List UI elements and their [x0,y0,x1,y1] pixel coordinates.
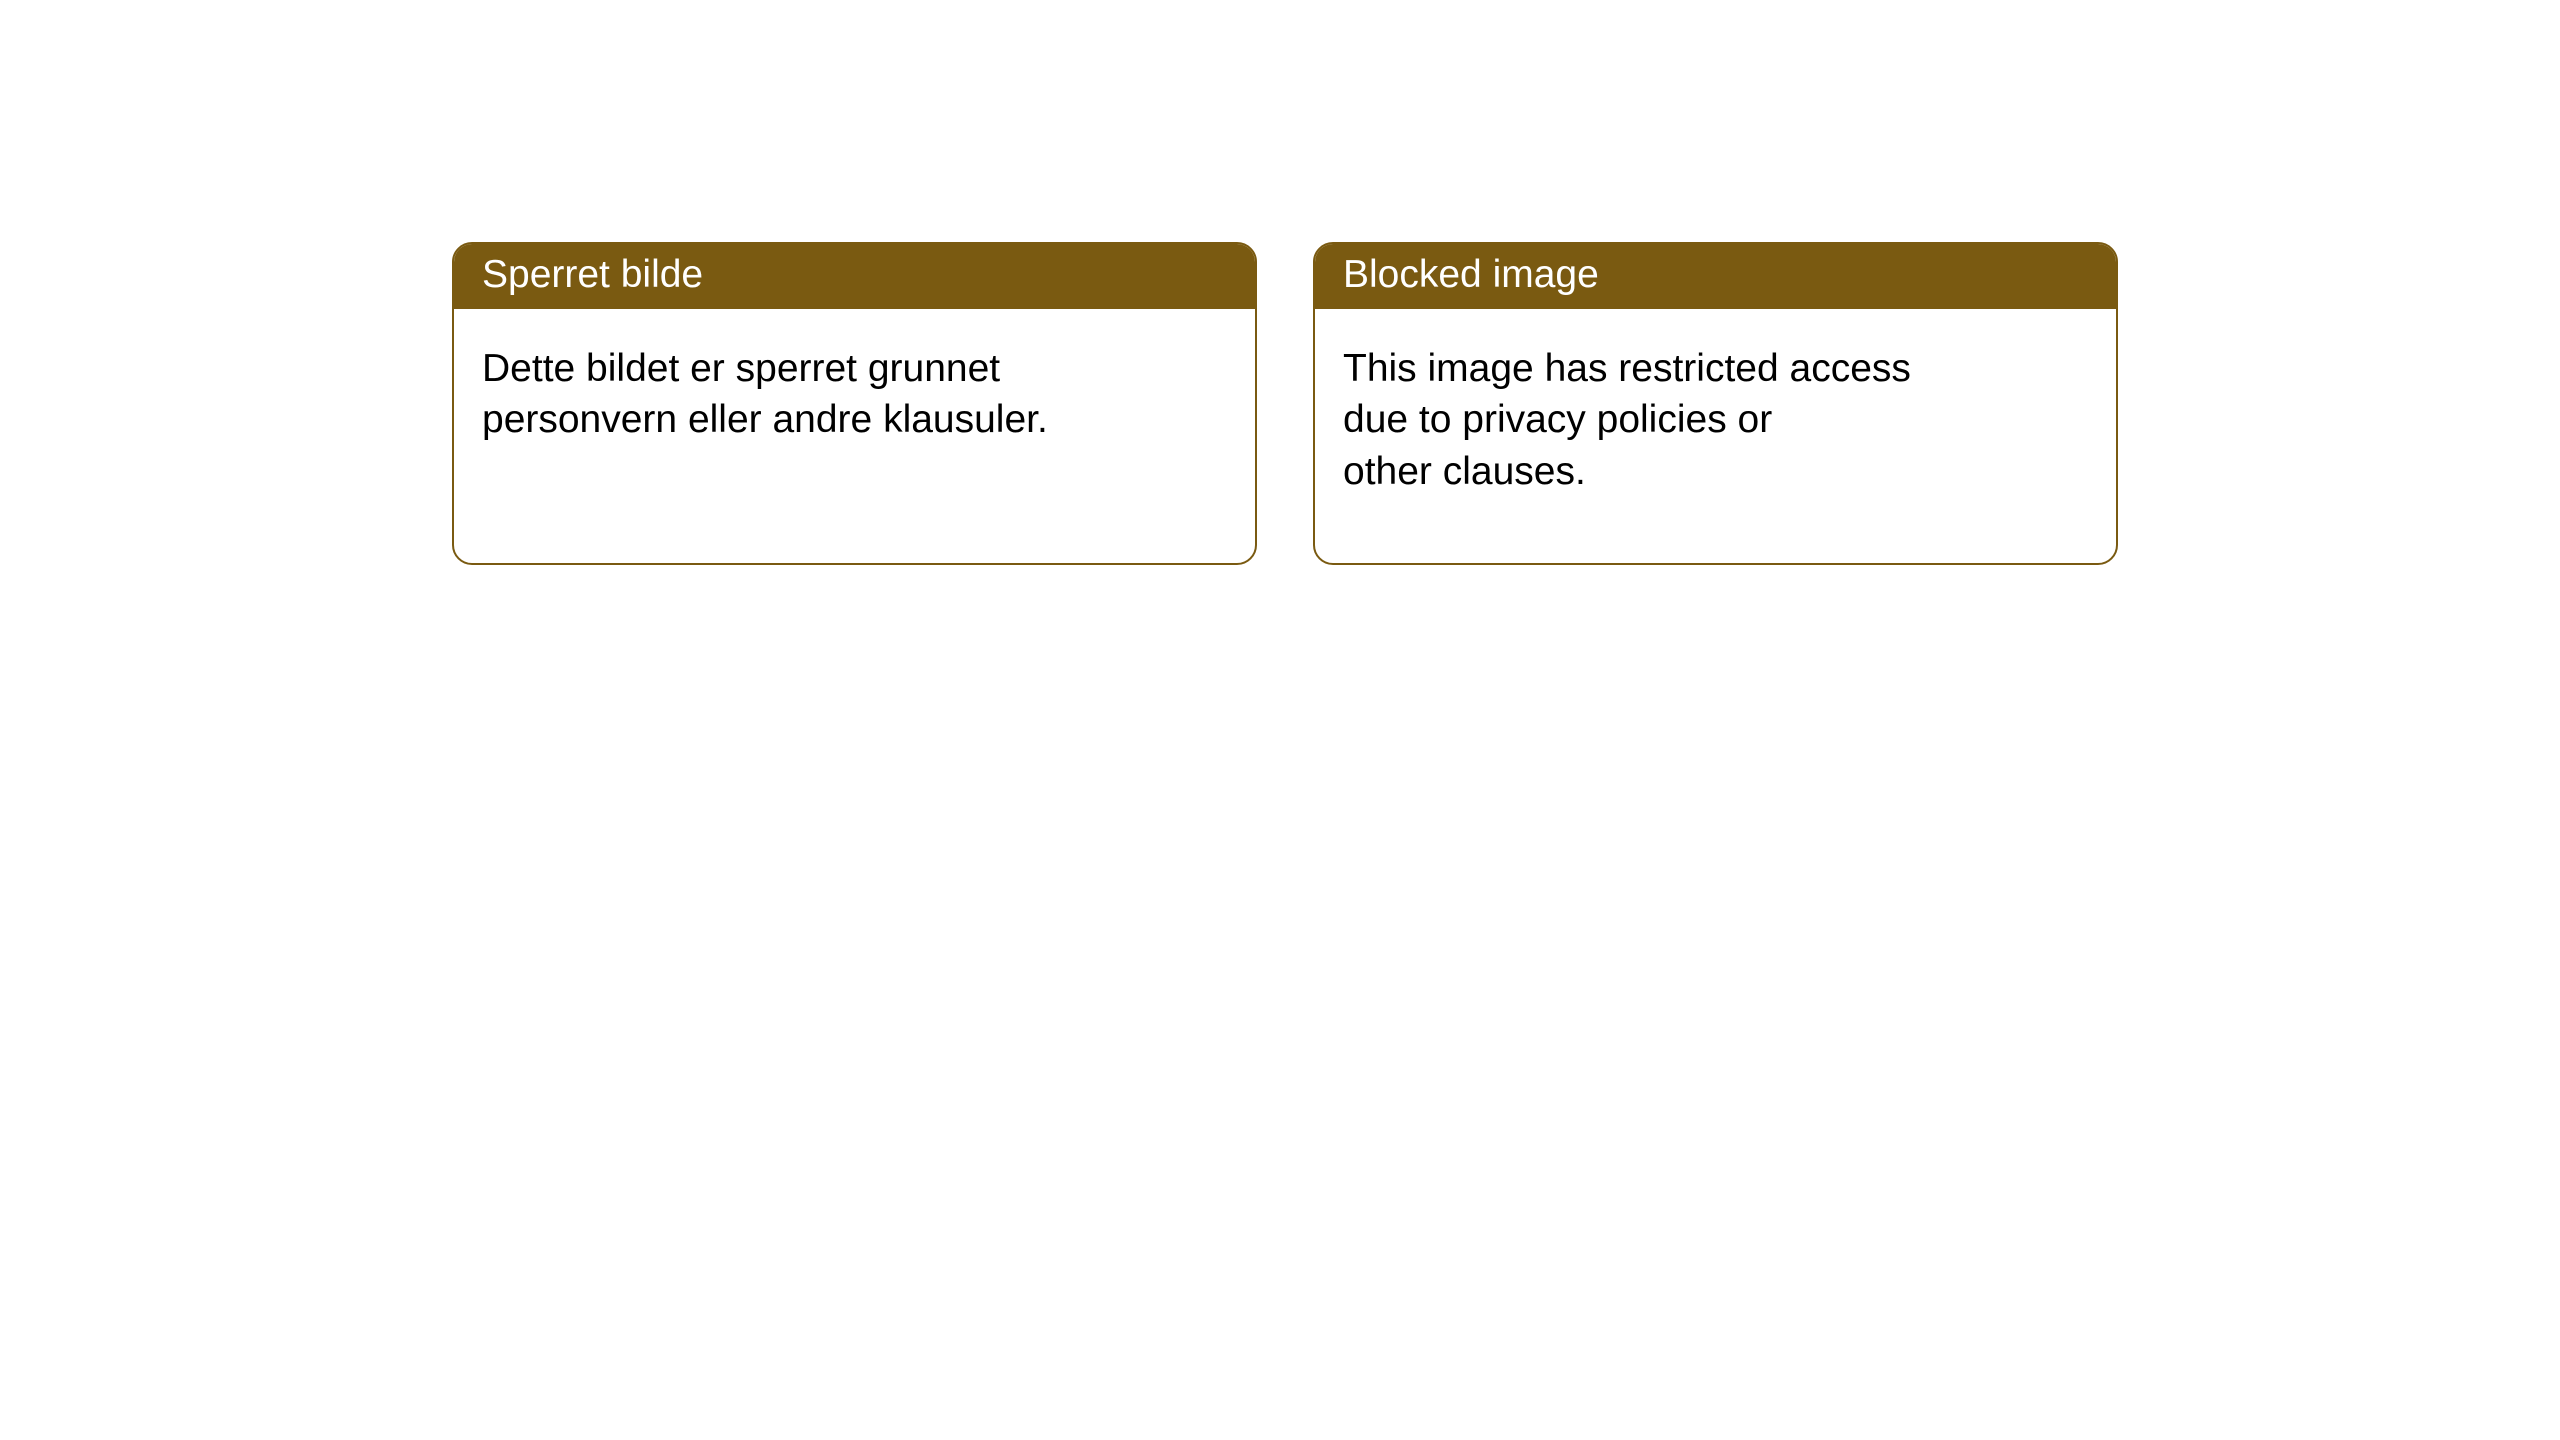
notice-body-line: due to privacy policies or [1343,394,2088,445]
notice-card-en: Blocked image This image has restricted … [1313,242,2118,565]
notice-body-line: other clauses. [1343,446,2088,497]
notice-title-no: Sperret bilde [454,244,1255,309]
notice-title-en: Blocked image [1315,244,2116,309]
notice-body-line: Dette bildet er sperret grunnet [482,343,1227,394]
notice-body-no: Dette bildet er sperret grunnet personve… [454,309,1255,512]
notice-container: Sperret bilde Dette bildet er sperret gr… [0,0,2560,565]
notice-body-en: This image has restricted access due to … [1315,309,2116,563]
notice-body-line: personvern eller andre klausuler. [482,394,1227,445]
notice-card-no: Sperret bilde Dette bildet er sperret gr… [452,242,1257,565]
notice-body-line: This image has restricted access [1343,343,2088,394]
